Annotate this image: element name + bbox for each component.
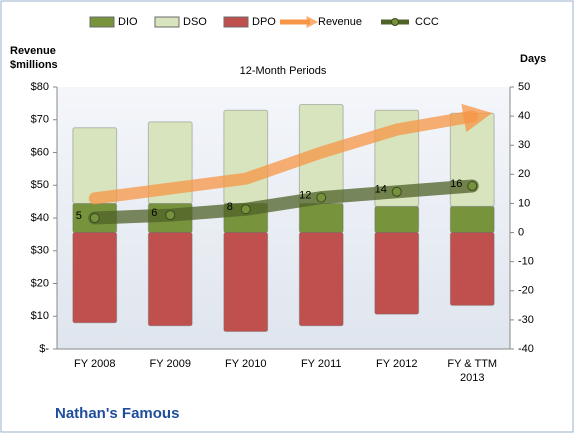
bar [449,205,495,234]
line-series [88,179,479,225]
footer: Nathan's Famous [55,405,180,422]
line-point [240,204,251,215]
line-point [467,180,478,191]
legend-swatch [89,16,115,28]
data-label: 14 [375,184,387,196]
line-point [165,210,176,221]
x-tick-label: FY & TTM 2013 [447,358,498,384]
x-tick-label: FY 2009 [149,358,191,370]
legend-swatch [154,16,180,28]
bar [147,232,193,327]
legend-label: DPO [252,16,276,28]
y-label: Revenue $millions [10,45,58,71]
bar [374,232,420,315]
y2-tick-label: 0 [518,226,524,238]
data-label: 12 [299,190,311,202]
x-tick-label: FY 2008 [74,358,116,370]
y-tick-label: $20 [31,277,49,289]
data-label: 16 [450,178,462,190]
y-tick-label: $50 [31,179,49,191]
y2-tick-label: -10 [518,256,534,268]
y2-tick-label: 40 [518,110,530,122]
x-tick-label: FY 2010 [225,358,267,370]
y2-tick-label: -20 [518,285,534,297]
y-tick-label: $10 [31,310,49,322]
y2-tick-label: 30 [518,139,530,151]
chart-title: 12-Month Periods [240,65,327,77]
legend-label: CCC [415,16,439,28]
y-tick-label: $70 [31,114,49,126]
y-tick-label: $30 [31,245,49,257]
y-tick-label: $40 [31,212,49,224]
bar [72,232,118,324]
data-label: 8 [227,201,233,213]
y2-tick-label: 20 [518,168,530,180]
legend-label: DSO [183,16,207,28]
y-tick-label: $60 [31,146,49,158]
line-point [89,213,100,223]
bar [223,109,269,204]
bar [298,202,344,234]
legend-label: Revenue [318,16,362,28]
y2-tick-label: 50 [518,81,530,93]
line-point [391,186,402,197]
y2-tick-label: 10 [518,197,530,209]
bar [374,205,420,234]
x-tick-label: FY 2011 [300,358,342,370]
bar [449,232,495,306]
y-tick-label: $80 [31,81,49,93]
data-label: 6 [151,207,157,219]
y-tick-label: $- [39,343,49,355]
legend-label: DIO [118,16,138,28]
x-tick-label: FY 2012 [376,358,418,370]
y2-tick-label: -30 [518,314,534,326]
legend-swatch [391,18,399,26]
data-label: 5 [76,210,82,222]
legend-swatch [223,16,249,28]
line-point [316,192,327,203]
y2-label: Days [520,53,546,65]
y2-tick-label: -40 [518,343,534,355]
bar [298,232,344,327]
line-series [88,103,493,205]
bar [223,232,269,333]
